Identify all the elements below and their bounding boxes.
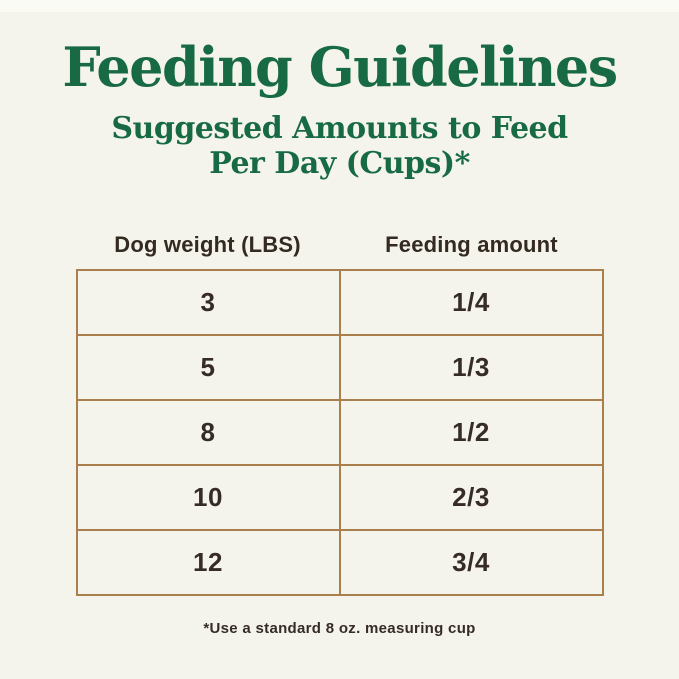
cell-feeding-amount: 1/3 xyxy=(338,333,604,401)
table-row: 8 1/2 xyxy=(75,398,604,466)
cell-dog-weight: 8 xyxy=(75,398,341,466)
table-row: 5 1/3 xyxy=(75,333,604,401)
feeding-table: 3 1/4 5 1/3 8 1/2 10 2/3 12 3/4 xyxy=(75,268,604,596)
column-header-feeding-amount: Feeding amount xyxy=(385,231,558,257)
cell-feeding-amount: 3/4 xyxy=(338,528,604,596)
cell-feeding-amount: 1/4 xyxy=(338,268,604,336)
column-header-dog-weight: Dog weight (LBS) xyxy=(114,231,301,257)
subtitle-line-1: Suggested Amounts to Feed xyxy=(111,111,568,147)
table-column-headers: Dog weight (LBS) Feeding amount xyxy=(76,232,604,258)
cell-feeding-amount: 1/2 xyxy=(338,398,604,466)
page-subtitle: Suggested Amounts to Feed Per Day (Cups)* xyxy=(0,111,679,182)
page-title: Feeding Guidelines xyxy=(62,35,618,99)
top-edge-highlight xyxy=(0,0,679,12)
subtitle-line-2: Per Day (Cups)* xyxy=(209,145,470,181)
footnote: *Use a standard 8 oz. measuring cup xyxy=(203,619,476,637)
table-row: 10 2/3 xyxy=(75,463,604,531)
cell-dog-weight: 10 xyxy=(75,463,341,531)
table-row: 3 1/4 xyxy=(75,268,604,336)
cell-dog-weight: 3 xyxy=(75,268,341,336)
cell-dog-weight: 12 xyxy=(75,528,341,596)
cell-dog-weight: 5 xyxy=(75,333,341,401)
cell-feeding-amount: 2/3 xyxy=(338,463,604,531)
table-row: 12 3/4 xyxy=(75,528,604,596)
